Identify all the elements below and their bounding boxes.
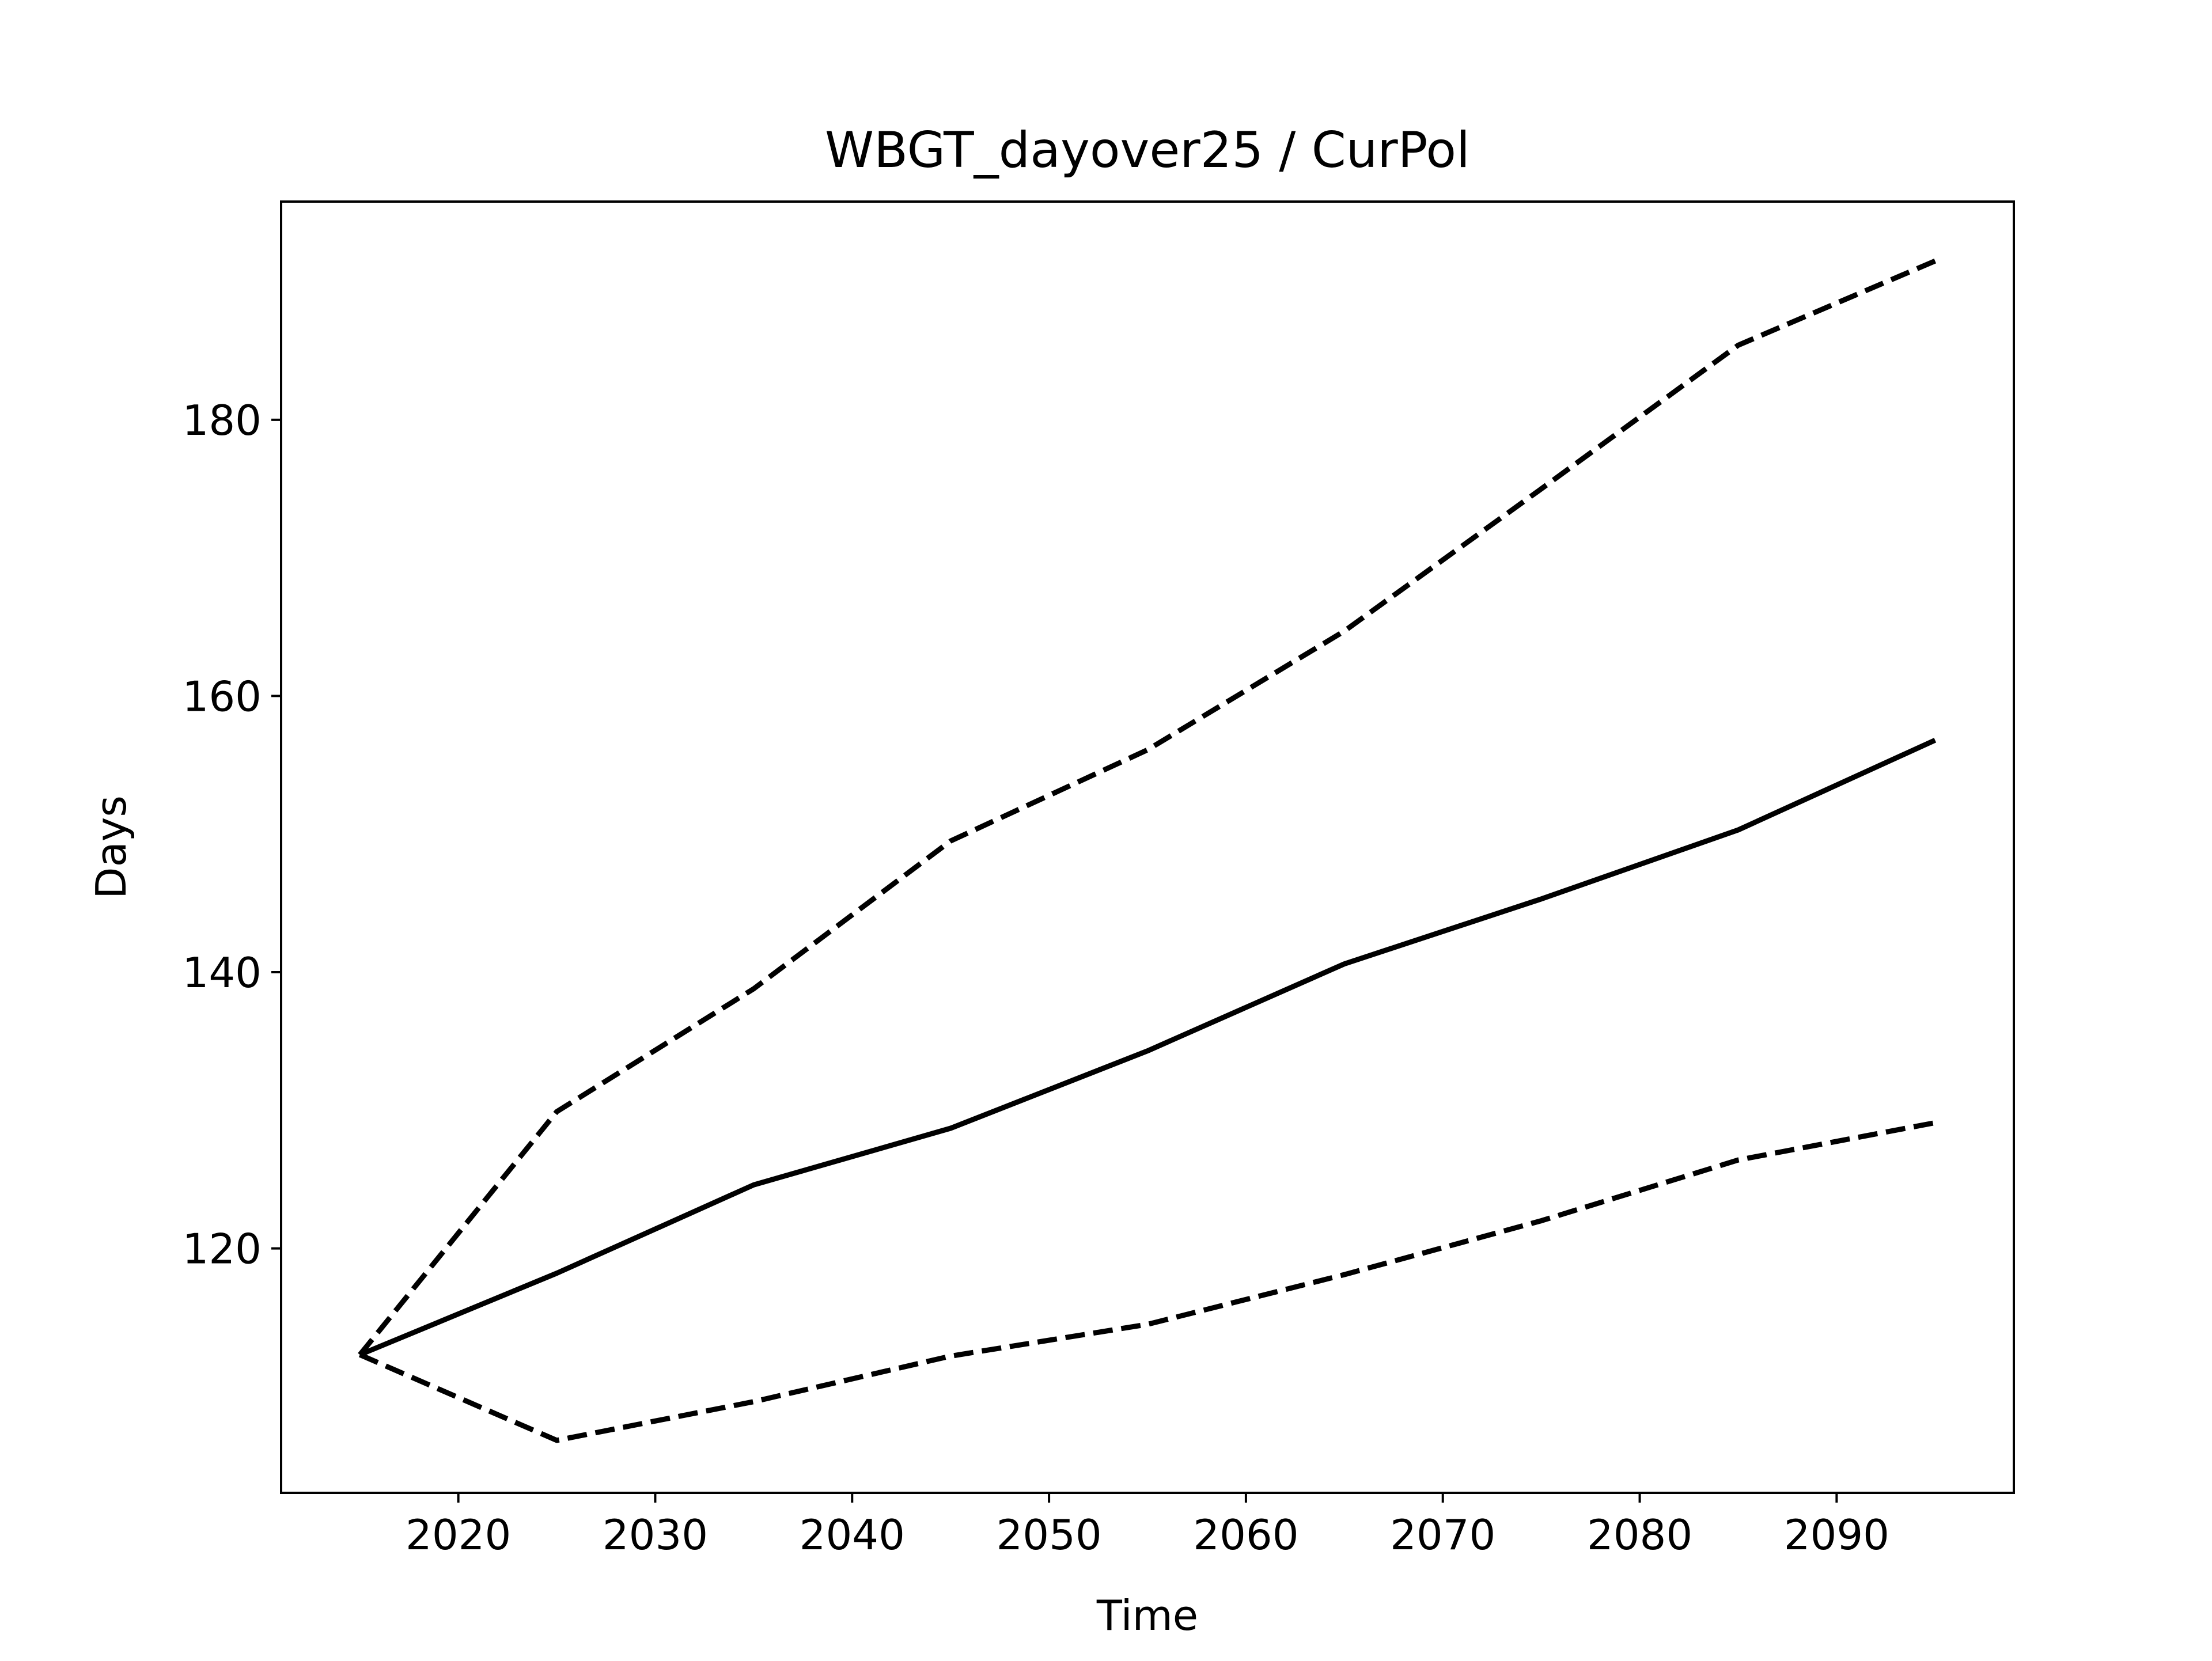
y-tick-label: 160 (183, 672, 262, 720)
series-line-1 (358, 738, 1937, 1357)
y-tick-label: 120 (183, 1225, 262, 1273)
x-tick-label: 2040 (800, 1511, 905, 1559)
plot-frame (280, 200, 2015, 1494)
chart-title: WBGT_dayover25 / CurPol (825, 122, 1470, 179)
x-tick-label: 2030 (603, 1511, 708, 1559)
y-axis-label: Days (87, 795, 135, 899)
y-axis-ticks: 120 140 160 180 (183, 396, 281, 1273)
series-layer (358, 258, 1937, 1443)
y-tick-label: 140 (183, 949, 262, 997)
x-tick-label: 2060 (1193, 1511, 1298, 1559)
x-tick-label: 2050 (996, 1511, 1101, 1559)
y-tick-label: 180 (183, 396, 262, 445)
x-axis-label: Time (1096, 1591, 1198, 1640)
x-tick-label: 2080 (1587, 1511, 1692, 1559)
x-tick-label: 2090 (1784, 1511, 1889, 1559)
x-axis-ticks: 2020 2030 2040 2050 2060 2070 2080 2090 (406, 1493, 1889, 1559)
series-line-2 (358, 258, 1937, 1357)
series-line-3 (358, 1120, 1936, 1443)
x-tick-label: 2020 (406, 1511, 511, 1559)
x-tick-label: 2070 (1390, 1511, 1495, 1559)
